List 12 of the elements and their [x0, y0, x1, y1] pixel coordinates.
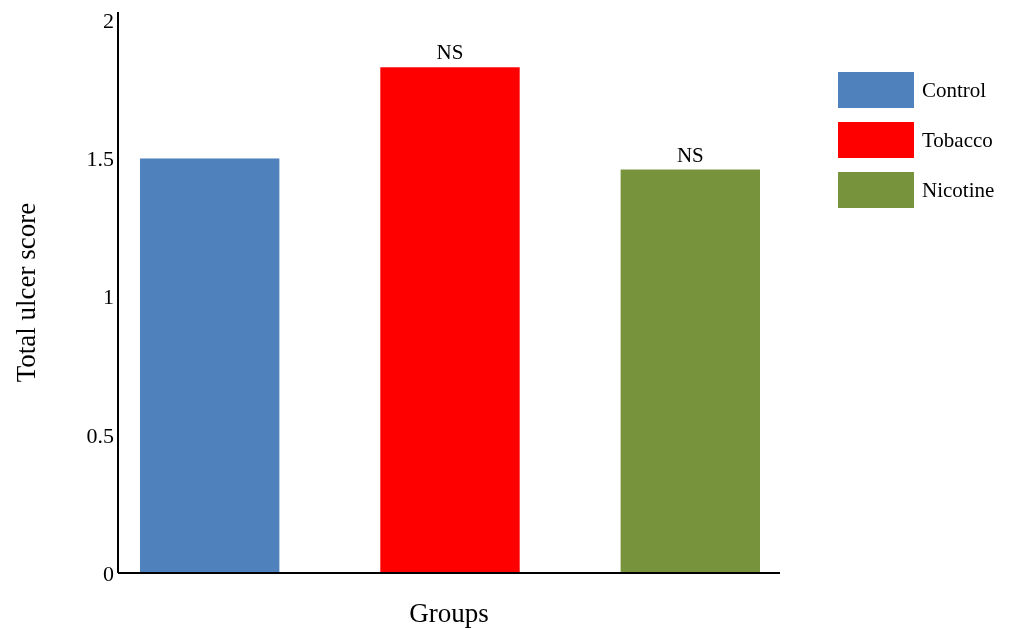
- legend-label: Nicotine: [922, 178, 995, 203]
- y-tick-label: 0: [103, 560, 114, 586]
- y-tick-label: 0.5: [86, 422, 114, 448]
- y-axis-title: Total ulcer score: [11, 202, 41, 383]
- x-axis-title: Groups: [409, 598, 489, 628]
- annotation: NS: [676, 142, 704, 167]
- y-tick-label: 1.5: [86, 146, 114, 172]
- y-tick-label: 1: [103, 284, 114, 310]
- legend-label: Tobacco: [922, 128, 993, 153]
- legend-label: Control: [922, 78, 987, 103]
- y-tick-label: 2: [103, 7, 114, 33]
- annotation: NS: [436, 40, 464, 65]
